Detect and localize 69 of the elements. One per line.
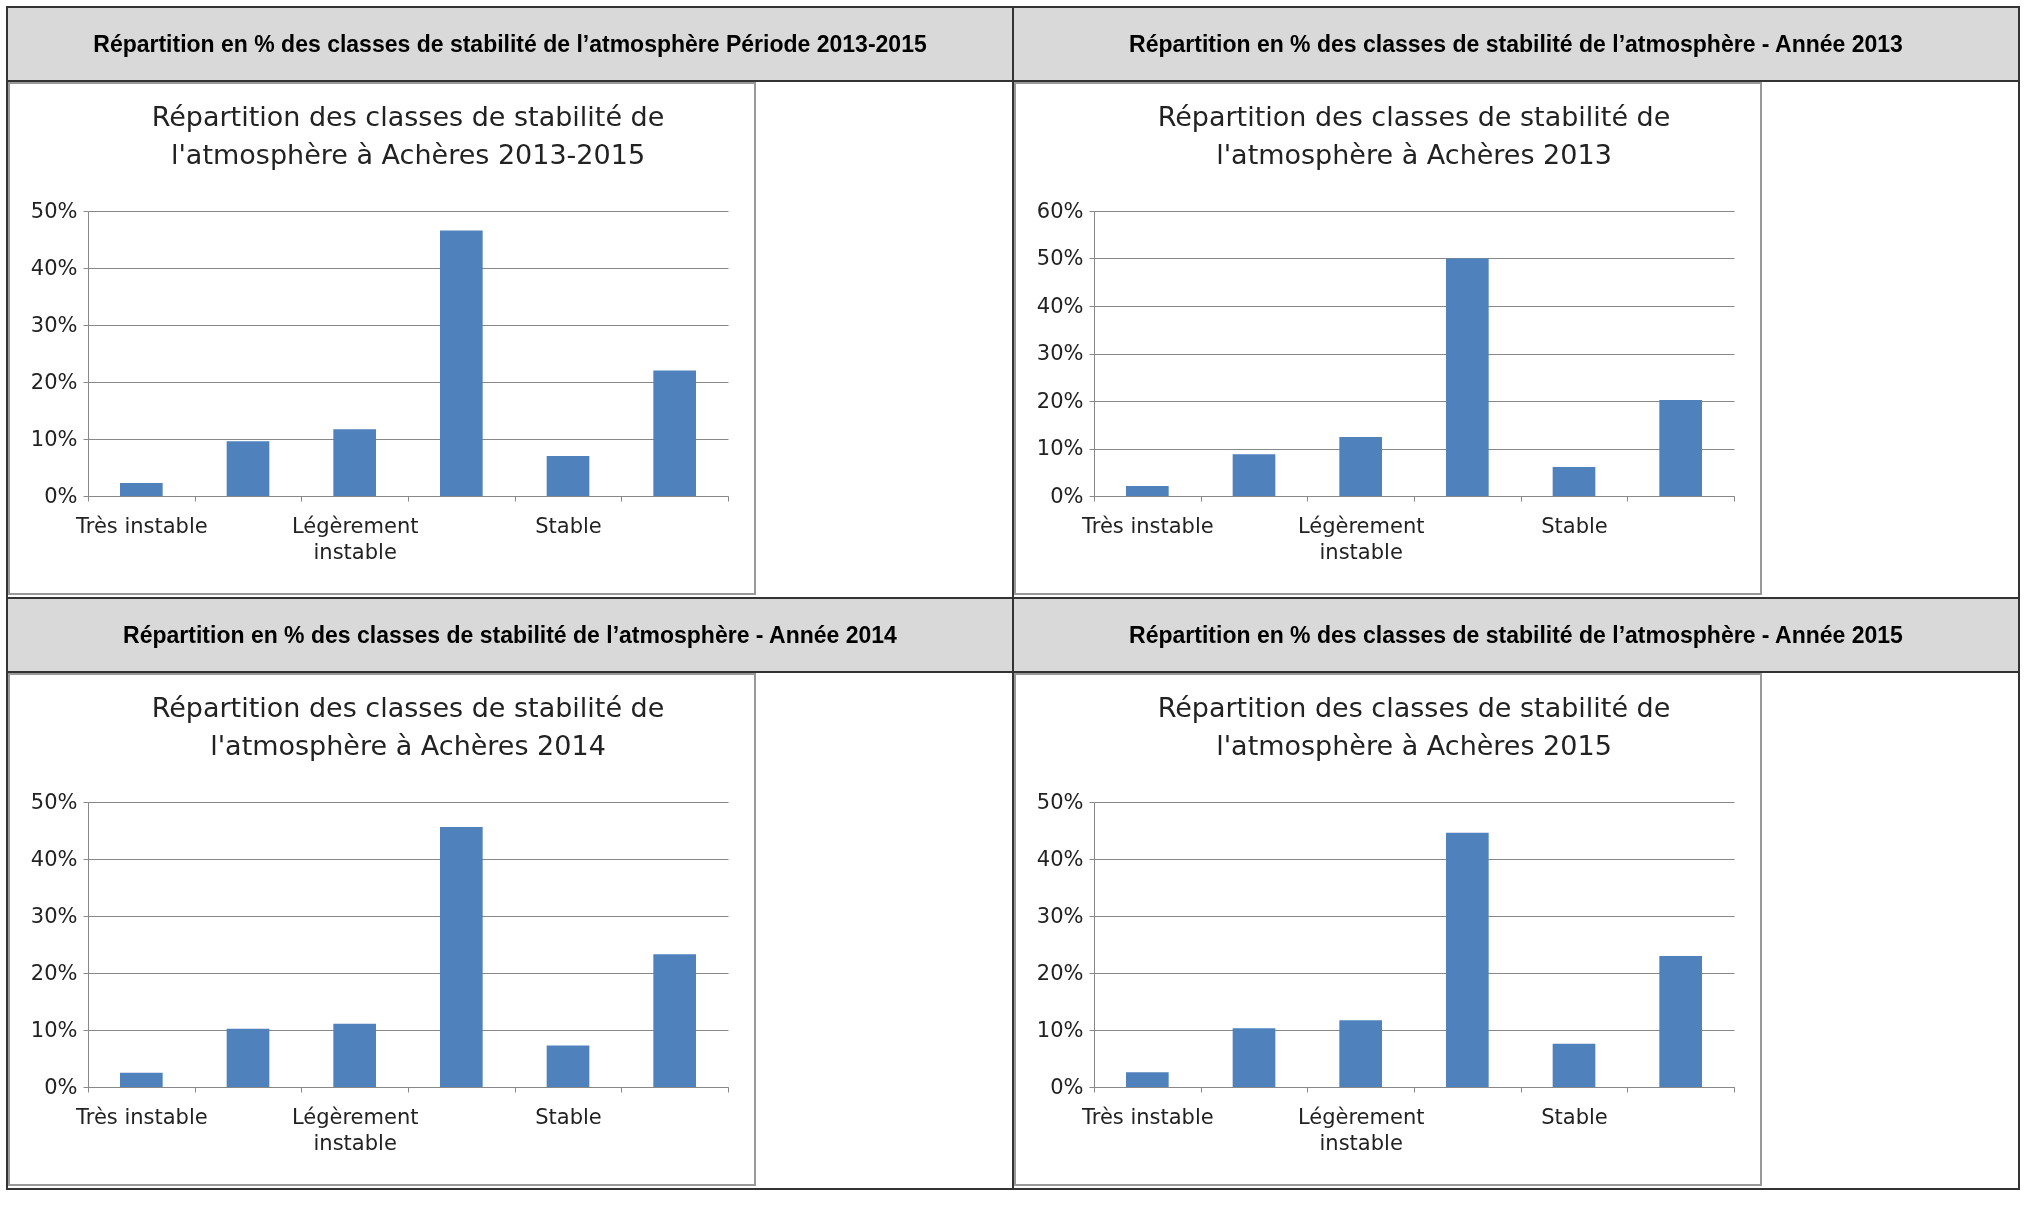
x-tick-label: Stable — [1541, 1104, 1608, 1129]
chart-subtitle: Répartition des classes de stabilité de l'atmosphère à Achères 2013-2015 — [151, 101, 665, 170]
bar — [226, 1028, 270, 1087]
bar — [440, 230, 483, 496]
chart-title: Répartition en % des classes de stabilité de l’atmosphère - Année 2014 — [8, 599, 1012, 673]
y-tick-label: 50% — [30, 789, 78, 814]
bar — [333, 429, 376, 496]
bar — [226, 441, 270, 496]
y-tick-label: 10% — [1036, 1017, 1084, 1042]
bar — [546, 456, 590, 496]
y-tick-label: 30% — [30, 312, 78, 337]
bar — [1232, 1028, 1276, 1087]
y-tick-label: 20% — [1036, 960, 1084, 985]
y-tick-label: 30% — [1036, 341, 1084, 365]
bar — [1126, 1072, 1169, 1087]
y-tick-label: 50% — [1036, 246, 1084, 270]
bar — [1659, 400, 1702, 496]
x-tick-label: Légèrement instable — [291, 513, 419, 564]
chart-subtitle: Répartition des classes de stabilité de l'atmosphère à Achères 2015 — [1157, 692, 1671, 761]
x-tick-label: Légèrement instable — [1297, 513, 1425, 564]
bar — [1126, 486, 1169, 496]
chart-title: Répartition en % des classes de stabilité de l’atmosphère - Année 2013 — [1014, 8, 2018, 82]
x-tick-label: Très instable — [74, 1104, 208, 1129]
x-tick-label: Très instable — [74, 513, 208, 538]
y-tick-label: 40% — [1036, 293, 1084, 318]
y-tick-label: 30% — [30, 903, 78, 928]
bar — [120, 482, 163, 496]
x-tick-label: Très instable — [1080, 1104, 1214, 1129]
bar — [1339, 1020, 1382, 1087]
y-tick-label: 10% — [1036, 436, 1084, 460]
y-tick-label: 10% — [30, 1017, 78, 1042]
bar — [546, 1045, 590, 1087]
y-tick-label: 40% — [1036, 846, 1084, 871]
chart-subtitle: Répartition des classes de stabilité de l'atmosphère à Achères 2013 — [1157, 101, 1671, 170]
chart-title: Répartition en % des classes de stabilité de l’atmosphère Période 2013-2015 — [8, 8, 1012, 82]
x-tick-label: Stable — [535, 1104, 602, 1129]
bar — [120, 1072, 163, 1087]
y-tick-label: 60% — [1036, 198, 1084, 223]
x-tick-label: Légèrement instable — [1297, 1104, 1425, 1155]
bar — [653, 954, 696, 1087]
bar — [1552, 467, 1596, 496]
y-tick-label: 20% — [30, 960, 78, 985]
bar — [1339, 437, 1382, 496]
bar — [1446, 832, 1489, 1087]
y-tick-label: 50% — [1036, 789, 1084, 814]
x-tick-label: Légèrement instable — [291, 1104, 419, 1155]
chart-title: Répartition en % des classes de stabilité de l’atmosphère - Année 2015 — [1014, 599, 2018, 673]
chart-subtitle: Répartition des classes de stabilité de l'atmosphère à Achères 2014 — [151, 692, 665, 761]
y-tick-label: 40% — [30, 846, 78, 871]
x-tick-label: Stable — [535, 513, 602, 538]
y-tick-label: 0% — [1050, 1074, 1084, 1099]
y-tick-label: 30% — [1036, 903, 1084, 928]
bar — [653, 370, 696, 496]
x-tick-label: Très instable — [1080, 513, 1214, 538]
bar — [440, 827, 483, 1087]
y-tick-label: 0% — [44, 483, 78, 508]
y-tick-label: 0% — [44, 1074, 78, 1099]
y-tick-label: 50% — [30, 198, 78, 223]
y-tick-label: 10% — [30, 426, 78, 451]
bar — [333, 1023, 376, 1087]
bar — [1446, 258, 1489, 496]
y-tick-label: 0% — [1050, 483, 1084, 508]
y-tick-label: 20% — [1036, 388, 1084, 413]
bar — [1659, 955, 1702, 1087]
x-tick-label: Stable — [1541, 513, 1608, 538]
bar — [1552, 1043, 1596, 1087]
bar — [1232, 454, 1276, 496]
y-tick-label: 40% — [30, 255, 78, 280]
y-tick-label: 20% — [30, 369, 78, 394]
